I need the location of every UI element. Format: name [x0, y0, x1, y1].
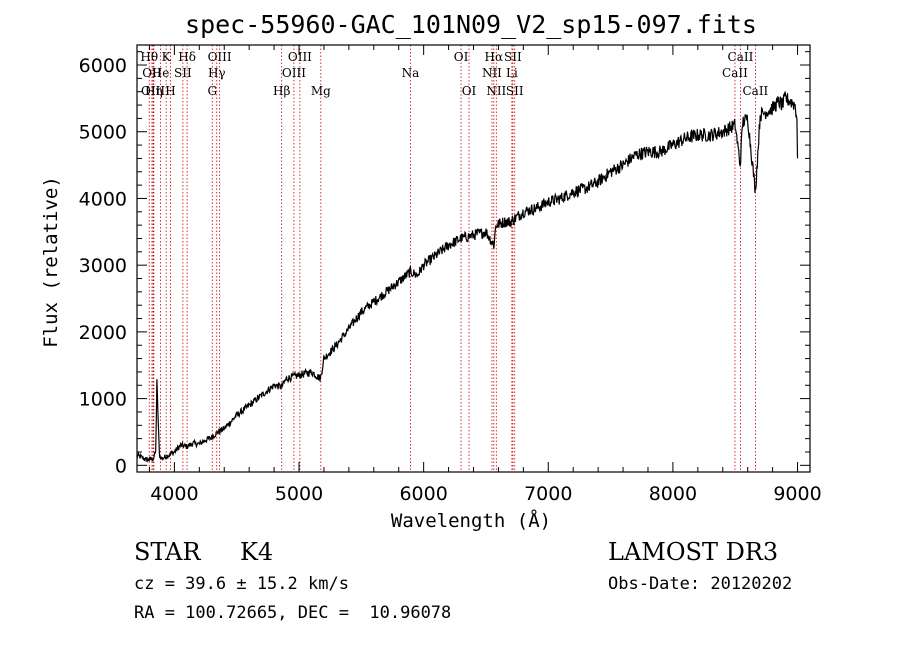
spectral-line-label: SII	[504, 50, 522, 64]
y-tick-label: 4000	[79, 188, 127, 210]
y-tick-label: 5000	[79, 122, 127, 144]
x-tick-label: 9000	[773, 483, 821, 505]
y-axis-label: Flux (relative)	[40, 176, 62, 348]
x-axis-label: Wavelength (Å)	[391, 509, 551, 532]
spectral-line-label: OIII	[288, 50, 312, 64]
spectrum-series-line	[136, 91, 799, 463]
x-tick-label: 5000	[275, 483, 323, 505]
x-tick-label: 6000	[399, 483, 447, 505]
spectral-line-label: OII	[142, 66, 162, 80]
chart-title: spec-55960-GAC_101N09_V2_sp15-097.fits	[185, 10, 757, 39]
y-tick-label: 0	[115, 455, 127, 477]
spectral-line-label: Hη	[145, 84, 163, 98]
spectral-line-labels: HθOIIOIIIHηHeKHSIIHδGHγOIIIHβOIIIOIIIMgN…	[140, 50, 768, 98]
x-tick-label: 8000	[649, 483, 697, 505]
spectral-line-label: NII	[486, 84, 506, 98]
spectral-line-label: Hδ	[178, 50, 196, 64]
spectral-line-label: NII	[482, 66, 502, 80]
spectral-line-label: OIII	[141, 84, 165, 98]
spectral-line-label: OI	[462, 84, 477, 98]
spectral-line-label: G	[207, 84, 217, 98]
object-subclass: K4	[240, 538, 274, 566]
spectral-line-label: H	[165, 84, 175, 98]
spectral-line-label: Na	[402, 66, 420, 80]
observation-date: Obs-Date: 20120202	[608, 574, 793, 594]
spectral-line-label: K	[162, 50, 172, 64]
y-tick-label: 1000	[79, 389, 127, 411]
x-tick-label: 4000	[150, 483, 198, 505]
spectral-line-label: Hα	[485, 50, 504, 64]
spectral-line-label: Hθ	[140, 50, 158, 64]
spectral-line-label: OIII	[282, 66, 306, 80]
x-tick-label: 7000	[524, 483, 572, 505]
spectral-line-label: Hβ	[273, 84, 290, 98]
y-axis-ticks: 0 1000 2000 3000 4000 5000 6000	[79, 51, 810, 477]
y-tick-label: 2000	[79, 322, 127, 344]
spectral-line-label: CaII	[728, 50, 754, 64]
spectral-line-label: SII	[506, 84, 524, 98]
y-tick-label: 3000	[79, 255, 127, 277]
spectral-line-label: Mg	[311, 84, 331, 98]
spectral-line-markers	[148, 45, 756, 472]
plot-frame	[136, 44, 811, 473]
spectral-line-label: Li	[506, 66, 518, 80]
spectral-line-label: CaII	[742, 84, 768, 98]
spectral-line-label: He	[152, 66, 170, 80]
spectral-line-label: CaII	[722, 66, 748, 80]
survey-name: LAMOST DR3	[608, 538, 779, 566]
y-tick-label: 6000	[79, 55, 127, 77]
object-class: STAR	[134, 538, 201, 566]
redshift-velocity: cz = 39.6 ± 15.2 km/s	[134, 574, 349, 594]
spectral-line-label: SII	[174, 66, 192, 80]
spectral-line-label: OIII	[208, 50, 232, 64]
spectral-line-label: Hγ	[208, 66, 226, 80]
ra-dec-coordinates: RA = 100.72665, DEC = 10.96078	[134, 603, 452, 623]
x-axis-ticks: 4000 5000 6000 7000 8000 9000	[148, 45, 822, 505]
spectral-line-label: OI	[454, 50, 469, 64]
